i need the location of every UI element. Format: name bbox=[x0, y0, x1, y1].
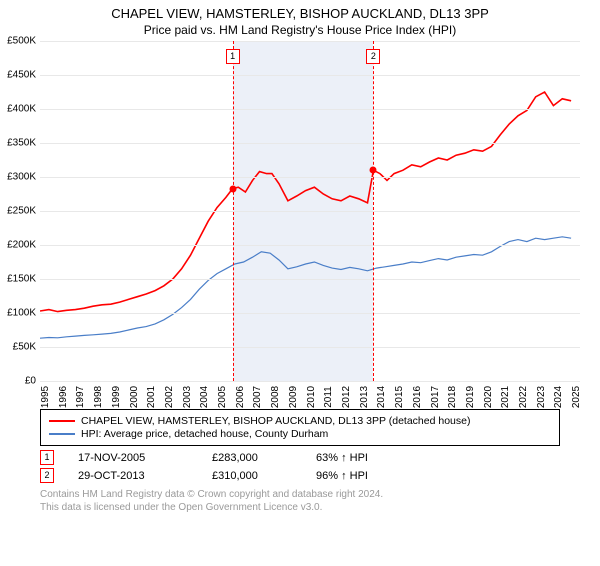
y-tick-label: £150K bbox=[7, 274, 36, 285]
x-tick-label: 2022 bbox=[518, 386, 529, 408]
sale-dot bbox=[229, 185, 236, 192]
y-tick-label: £0 bbox=[25, 376, 36, 387]
sale-pct: 63% ↑ HPI bbox=[316, 452, 416, 464]
x-tick-label: 2020 bbox=[483, 386, 494, 408]
x-tick-label: 1996 bbox=[58, 386, 69, 408]
gridline bbox=[40, 313, 580, 314]
x-tick-label: 1997 bbox=[75, 386, 86, 408]
sales-table: 1 17-NOV-2005 £283,000 63% ↑ HPI 2 29-OCT-201… bbox=[40, 450, 560, 483]
gridline bbox=[40, 75, 580, 76]
legend-label: CHAPEL VIEW, HAMSTERLEY, BISHOP AUCKLAND… bbox=[81, 415, 470, 427]
sale-marker-1: 1 bbox=[226, 49, 240, 64]
x-tick-label: 2009 bbox=[288, 386, 299, 408]
y-tick-label: £250K bbox=[7, 206, 36, 217]
gridline bbox=[40, 177, 580, 178]
x-tick-label: 2016 bbox=[412, 386, 423, 408]
x-tick-label: 2010 bbox=[306, 386, 317, 408]
chart-subtitle: Price paid vs. HM Land Registry's House … bbox=[0, 23, 600, 37]
x-tick-label: 2017 bbox=[430, 386, 441, 408]
x-tick-label: 1995 bbox=[40, 386, 51, 408]
legend-item: HPI: Average price, detached house, Coun… bbox=[49, 428, 551, 440]
x-tick-label: 2014 bbox=[376, 386, 387, 408]
y-tick-label: £400K bbox=[7, 104, 36, 115]
legend: CHAPEL VIEW, HAMSTERLEY, BISHOP AUCKLAND… bbox=[40, 409, 560, 446]
gridline bbox=[40, 245, 580, 246]
sale-marker-2: 2 bbox=[366, 49, 380, 64]
x-tick-label: 2011 bbox=[323, 386, 334, 408]
gridline bbox=[40, 143, 580, 144]
sale-date: 29-OCT-2013 bbox=[78, 470, 188, 482]
sale-dot bbox=[370, 167, 377, 174]
legend-swatch bbox=[49, 420, 75, 422]
y-tick-label: £200K bbox=[7, 240, 36, 251]
sale-row: 2 29-OCT-2013 £310,000 96% ↑ HPI bbox=[40, 468, 560, 483]
sale-pct: 96% ↑ HPI bbox=[316, 470, 416, 482]
x-tick-label: 2018 bbox=[447, 386, 458, 408]
x-tick-label: 2000 bbox=[129, 386, 140, 408]
series-hpi bbox=[40, 237, 571, 338]
sale-vline bbox=[233, 41, 234, 381]
x-tick-label: 2025 bbox=[571, 386, 582, 408]
gridline bbox=[40, 347, 580, 348]
x-tick-label: 2023 bbox=[536, 386, 547, 408]
sale-price: £283,000 bbox=[212, 452, 292, 464]
y-tick-label: £100K bbox=[7, 308, 36, 319]
chart-area: £0£50K£100K£150K£200K£250K£300K£350K£400… bbox=[40, 41, 600, 401]
sale-row: 1 17-NOV-2005 £283,000 63% ↑ HPI bbox=[40, 450, 560, 465]
y-tick-label: £300K bbox=[7, 172, 36, 183]
footer-line-1: Contains HM Land Registry data © Crown c… bbox=[40, 489, 560, 502]
sale-price: £310,000 bbox=[212, 470, 292, 482]
legend-item: CHAPEL VIEW, HAMSTERLEY, BISHOP AUCKLAND… bbox=[49, 415, 551, 427]
x-tick-label: 1998 bbox=[93, 386, 104, 408]
x-tick-label: 2024 bbox=[553, 386, 564, 408]
x-tick-label: 2012 bbox=[341, 386, 352, 408]
footer-attribution: Contains HM Land Registry data © Crown c… bbox=[40, 489, 560, 514]
x-tick-label: 2006 bbox=[235, 386, 246, 408]
gridline bbox=[40, 41, 580, 42]
x-tick-label: 2008 bbox=[270, 386, 281, 408]
sale-vline bbox=[373, 41, 374, 381]
x-tick-label: 2001 bbox=[146, 386, 157, 408]
x-tick-label: 1999 bbox=[111, 386, 122, 408]
x-tick-label: 2007 bbox=[252, 386, 263, 408]
sale-marker-box: 1 bbox=[40, 450, 54, 465]
x-tick-label: 2004 bbox=[199, 386, 210, 408]
legend-swatch bbox=[49, 433, 75, 435]
x-tick-label: 2015 bbox=[394, 386, 405, 408]
legend-label: HPI: Average price, detached house, Coun… bbox=[81, 428, 328, 440]
gridline bbox=[40, 109, 580, 110]
gridline bbox=[40, 211, 580, 212]
x-axis: 1995199619971998199920002001200220032004… bbox=[40, 381, 580, 401]
x-tick-label: 2005 bbox=[217, 386, 228, 408]
x-tick-label: 2013 bbox=[359, 386, 370, 408]
sale-date: 17-NOV-2005 bbox=[78, 452, 188, 464]
y-tick-label: £350K bbox=[7, 138, 36, 149]
y-tick-label: £450K bbox=[7, 70, 36, 81]
x-tick-label: 2002 bbox=[164, 386, 175, 408]
y-tick-label: £500K bbox=[7, 36, 36, 47]
footer-line-2: This data is licensed under the Open Gov… bbox=[40, 502, 560, 515]
x-tick-label: 2003 bbox=[182, 386, 193, 408]
chart-title: CHAPEL VIEW, HAMSTERLEY, BISHOP AUCKLAND… bbox=[0, 6, 600, 21]
y-axis: £0 £50K £100K £150K £200K £250K £300K £350K £400… bbox=[0, 41, 40, 401]
sale-marker-box: 2 bbox=[40, 468, 54, 483]
gridline bbox=[40, 279, 580, 280]
y-tick-label: £50K bbox=[13, 342, 36, 353]
x-tick-label: 2019 bbox=[465, 386, 476, 408]
x-tick-label: 2021 bbox=[500, 386, 511, 408]
plot-area: 12 bbox=[40, 41, 580, 381]
